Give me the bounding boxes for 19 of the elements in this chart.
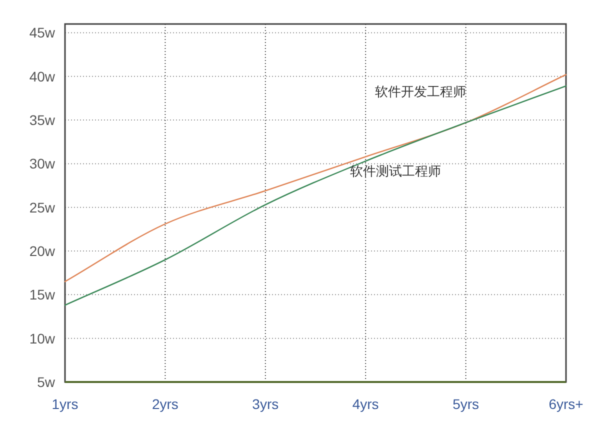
- x-tick-label: 6yrs+: [548, 396, 584, 412]
- x-tick-label: 2yrs: [152, 396, 178, 412]
- y-tick-label: 40w: [29, 68, 56, 84]
- y-tick-label: 10w: [29, 330, 56, 346]
- y-tick-label: 5w: [37, 374, 56, 390]
- y-tick-label: 30w: [29, 156, 56, 172]
- y-tick-label: 25w: [29, 199, 56, 216]
- line-series: [64, 74, 567, 282]
- series-label: 软件开发工程师: [375, 84, 466, 99]
- y-tick-label: 20w: [29, 243, 56, 260]
- x-tick-label: 3yrs: [252, 396, 279, 412]
- y-tick-label: 35w: [29, 112, 56, 128]
- line-series: [64, 85, 567, 306]
- x-tick-label: 5yrs: [452, 396, 480, 412]
- y-tick-label: 15w: [29, 286, 56, 303]
- y-tick-label: 45w: [29, 24, 56, 41]
- x-tick-label: 4yrs: [352, 396, 379, 412]
- x-tick-label: 1yrs: [52, 396, 78, 412]
- series-label: 软件测试工程师: [350, 164, 442, 179]
